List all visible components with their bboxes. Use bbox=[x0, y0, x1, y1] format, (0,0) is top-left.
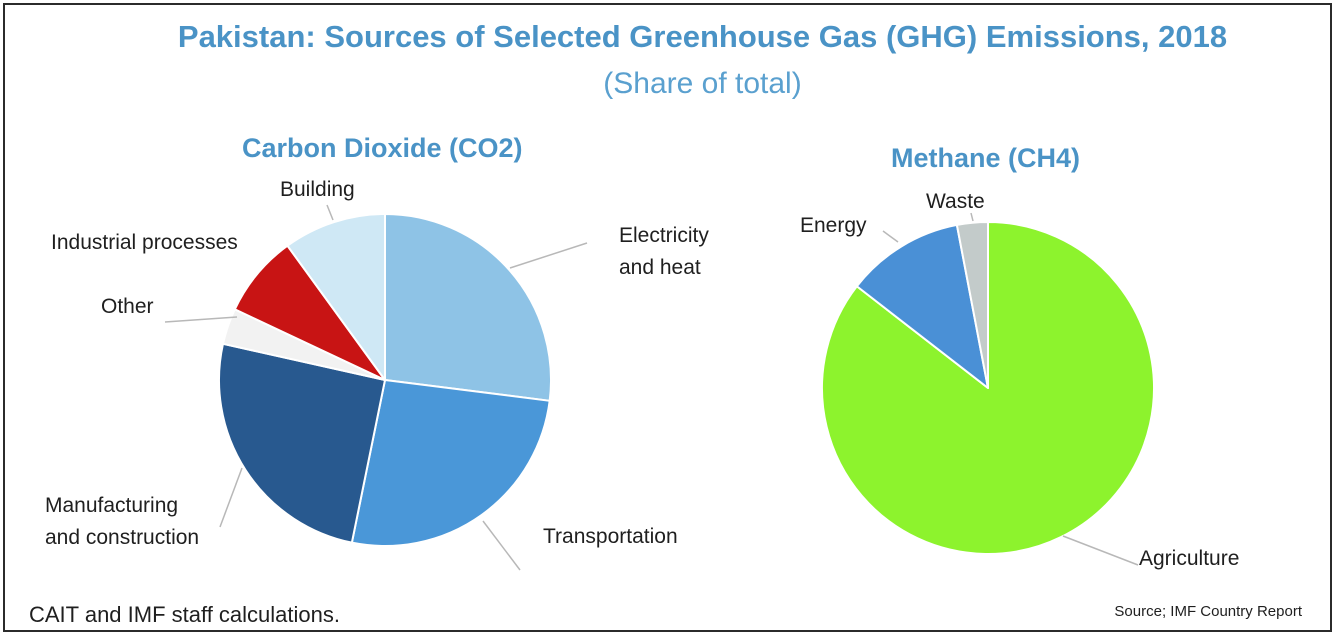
source-note: Source; IMF Country Report bbox=[1114, 603, 1302, 620]
slice-label-energy: Energy bbox=[800, 214, 867, 237]
slice-label-waste: Waste bbox=[926, 190, 985, 213]
leader-line-manufacturing-and-construction bbox=[219, 467, 243, 528]
leader-line-electricity-and-heat bbox=[509, 242, 588, 269]
slice-label-agriculture: Agriculture bbox=[1139, 547, 1239, 570]
co2-pie-chart: Electricity and heat Transportation Manufac… bbox=[45, 178, 709, 571]
pie-slice-building bbox=[286, 213, 386, 381]
pie-charts-canvas: Electricity and heat Transportation Manufac… bbox=[45, 178, 1239, 571]
leader-line-building bbox=[326, 204, 334, 221]
co2-chart-title: Carbon Dioxide (CO2) bbox=[242, 133, 523, 163]
pie-slice-waste bbox=[955, 221, 989, 389]
slice-label-industrial-processes: Industrial processes bbox=[51, 231, 238, 254]
leader-line-agriculture bbox=[1062, 535, 1139, 566]
chart-frame: Pakistan: Sources of Selected Greenhouse… bbox=[3, 3, 1332, 632]
slice-label-electricity-and-heat: Electricity and heat bbox=[619, 224, 709, 279]
page-subtitle: (Share of total) bbox=[603, 67, 802, 100]
ch4-pie-chart: Agriculture Energy Waste bbox=[800, 190, 1239, 570]
slice-label-manufacturing-and-construction: Manufacturing and construction bbox=[45, 494, 199, 549]
slice-label-building: Building bbox=[280, 178, 355, 201]
slice-label-transportation: Transportation bbox=[543, 525, 678, 548]
page-title: Pakistan: Sources of Selected Greenhouse… bbox=[177, 19, 1228, 54]
leader-line-energy bbox=[882, 230, 899, 243]
pie-slice-transportation bbox=[350, 379, 551, 547]
slice-label-other: Other bbox=[101, 295, 154, 318]
leader-line-waste bbox=[970, 212, 974, 222]
leader-line-other bbox=[164, 316, 238, 323]
calculation-note: CAIT and IMF staff calculations. bbox=[29, 602, 340, 627]
ch4-chart-title: Methane (CH4) bbox=[891, 143, 1081, 173]
pie-slice-energy bbox=[855, 223, 989, 389]
leader-line-transportation bbox=[482, 520, 521, 571]
pie-slice-manufacturing-and-construction bbox=[218, 342, 386, 544]
pie-slice-electricity-and-heat bbox=[384, 213, 552, 402]
